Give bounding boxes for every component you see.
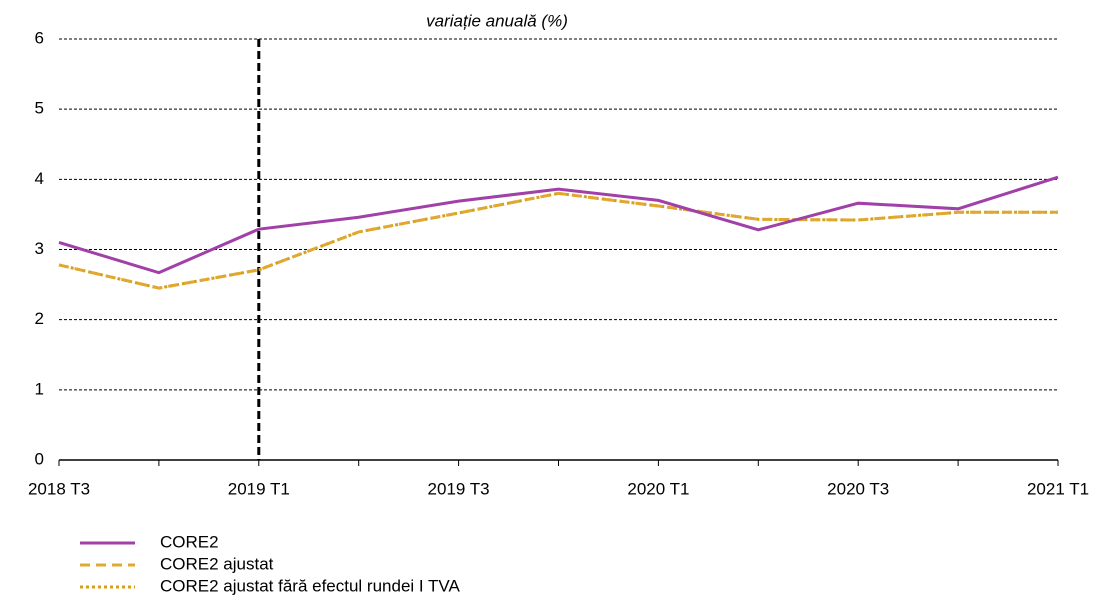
y-tick-label: 1 — [35, 379, 44, 398]
series-line — [58, 191, 1058, 290]
x-tick-label: 2020 T3 — [827, 479, 889, 498]
y-tick-label: 5 — [35, 99, 44, 118]
series-line — [58, 191, 1058, 290]
legend-label: CORE2 ajustat fără efectul rundei I TVA — [160, 576, 461, 595]
y-tick-label: 4 — [35, 169, 44, 188]
legend-label: CORE2 ajustat — [160, 554, 274, 573]
series-line — [58, 175, 1059, 275]
x-tick-label: 2021 T1 — [1027, 479, 1089, 498]
x-tick-label: 2020 T1 — [627, 479, 689, 498]
y-tick-label: 6 — [35, 28, 44, 47]
chart-title: variație anuală (%) — [426, 11, 568, 30]
legend-label: CORE2 — [160, 532, 219, 551]
y-tick-label: 2 — [35, 309, 44, 328]
y-tick-label: 3 — [35, 239, 44, 258]
x-tick-label: 2019 T3 — [428, 479, 490, 498]
x-tick-label: 2018 T3 — [28, 479, 90, 498]
x-tick-label: 2019 T1 — [228, 479, 290, 498]
y-tick-label: 0 — [35, 449, 44, 468]
